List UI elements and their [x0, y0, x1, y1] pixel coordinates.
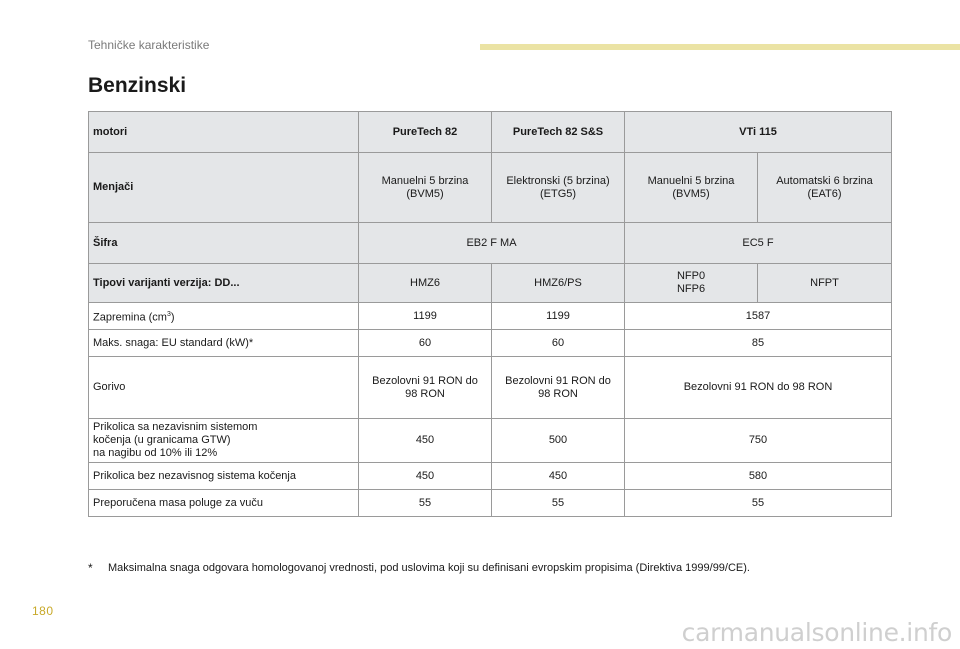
cell-menjaci-1: Manuelni 5 brzina (BVM5)	[358, 152, 492, 223]
row-label-snaga: Maks. snaga: EU standard (kW)*	[88, 329, 359, 357]
table-row-zapremina: Zapremina (cm3) 1199 1199 1587	[88, 302, 892, 330]
cell-tipovi-3: NFP0 NFP6	[624, 263, 758, 303]
table-row-masa: Preporučena masa poluge za vuču 55 55 55	[88, 489, 892, 517]
cell-masa-1: 55	[358, 489, 492, 517]
header-accent-bar	[480, 44, 960, 50]
cell-menjaci-2: Elektronski (5 brzina) (ETG5)	[491, 152, 625, 223]
cell-snaga-3: 85	[624, 329, 892, 357]
specs-table: motori PureTech 82 PureTech 82 S&S VTi 1…	[88, 111, 892, 517]
row-label-gorivo: Gorivo	[88, 356, 359, 419]
row-label-tipovi: Tipovi varijanti verzija: DD...	[88, 263, 359, 303]
table-row-prikolica-bez: Prikolica bez nezavisnog sistema kočenja…	[88, 462, 892, 490]
cell-gorivo-2: Bezolovni 91 RON do 98 RON	[491, 356, 625, 419]
col-header-puretech82: PureTech 82	[358, 111, 492, 153]
table-row-snaga: Maks. snaga: EU standard (kW)* 60 60 85	[88, 329, 892, 357]
row-label-prikolica-sa: Prikolica sa nezavisnim sistemom kočenja…	[88, 418, 359, 463]
cell-prikolica-bez-3: 580	[624, 462, 892, 490]
cell-masa-3: 55	[624, 489, 892, 517]
cell-menjaci-3: Manuelni 5 brzina (BVM5)	[624, 152, 758, 223]
table-header-row: motori PureTech 82 PureTech 82 S&S VTi 1…	[88, 111, 892, 153]
table-row-gorivo: Gorivo Bezolovni 91 RON do 98 RON Bezolo…	[88, 356, 892, 419]
cell-prikolica-sa-1: 450	[358, 418, 492, 463]
footnote-text: Maksimalna snaga odgovara homologovanoj …	[108, 562, 750, 574]
cell-tipovi-2: HMZ6/PS	[491, 263, 625, 303]
col-header-puretech82-ss: PureTech 82 S&S	[491, 111, 625, 153]
cell-zapremina-2: 1199	[491, 302, 625, 330]
cell-sifra-1: EB2 F MA	[358, 222, 625, 264]
cell-sifra-2: EC5 F	[624, 222, 892, 264]
col-header-vti115: VTi 115	[624, 111, 892, 153]
cell-snaga-1: 60	[358, 329, 492, 357]
table-row-menjaci: Menjači Manuelni 5 brzina (BVM5) Elektro…	[88, 152, 892, 223]
cell-tipovi-4: NFPT	[757, 263, 892, 303]
table-row-sifra: Šifra EB2 F MA EC5 F	[88, 222, 892, 264]
cell-menjaci-4: Automatski 6 brzina (EAT6)	[757, 152, 892, 223]
row-label-zapremina: Zapremina (cm3)	[88, 302, 359, 330]
row-label-prikolica-bez: Prikolica bez nezavisnog sistema kočenja	[88, 462, 359, 490]
cell-tipovi-1: HMZ6	[358, 263, 492, 303]
table-row-tipovi: Tipovi varijanti verzija: DD... HMZ6 HMZ…	[88, 263, 892, 303]
cell-prikolica-sa-2: 500	[491, 418, 625, 463]
cell-gorivo-1: Bezolovni 91 RON do 98 RON	[358, 356, 492, 419]
page-number: 180	[32, 604, 54, 618]
table-row-prikolica-sa: Prikolica sa nezavisnim sistemom kočenja…	[88, 418, 892, 463]
cell-snaga-2: 60	[491, 329, 625, 357]
row-label-masa: Preporučena masa poluge za vuču	[88, 489, 359, 517]
cell-zapremina-1: 1199	[358, 302, 492, 330]
row-label-menjaci: Menjači	[88, 152, 359, 223]
cell-prikolica-bez-2: 450	[491, 462, 625, 490]
cell-masa-2: 55	[491, 489, 625, 517]
cell-prikolica-sa-3: 750	[624, 418, 892, 463]
row-label-sifra: Šifra	[88, 222, 359, 264]
cell-gorivo-3: Bezolovni 91 RON do 98 RON	[624, 356, 892, 419]
cell-zapremina-3: 1587	[624, 302, 892, 330]
watermark-text: carmanualsonline.info	[681, 618, 953, 647]
footnote-marker: *	[88, 561, 93, 575]
section-header: Tehničke karakteristike	[88, 38, 210, 52]
row-label-motori: motori	[88, 111, 359, 153]
page-title: Benzinski	[88, 74, 187, 97]
cell-prikolica-bez-1: 450	[358, 462, 492, 490]
footnote: * Maksimalna snaga odgovara homologovanoj…	[88, 561, 888, 575]
